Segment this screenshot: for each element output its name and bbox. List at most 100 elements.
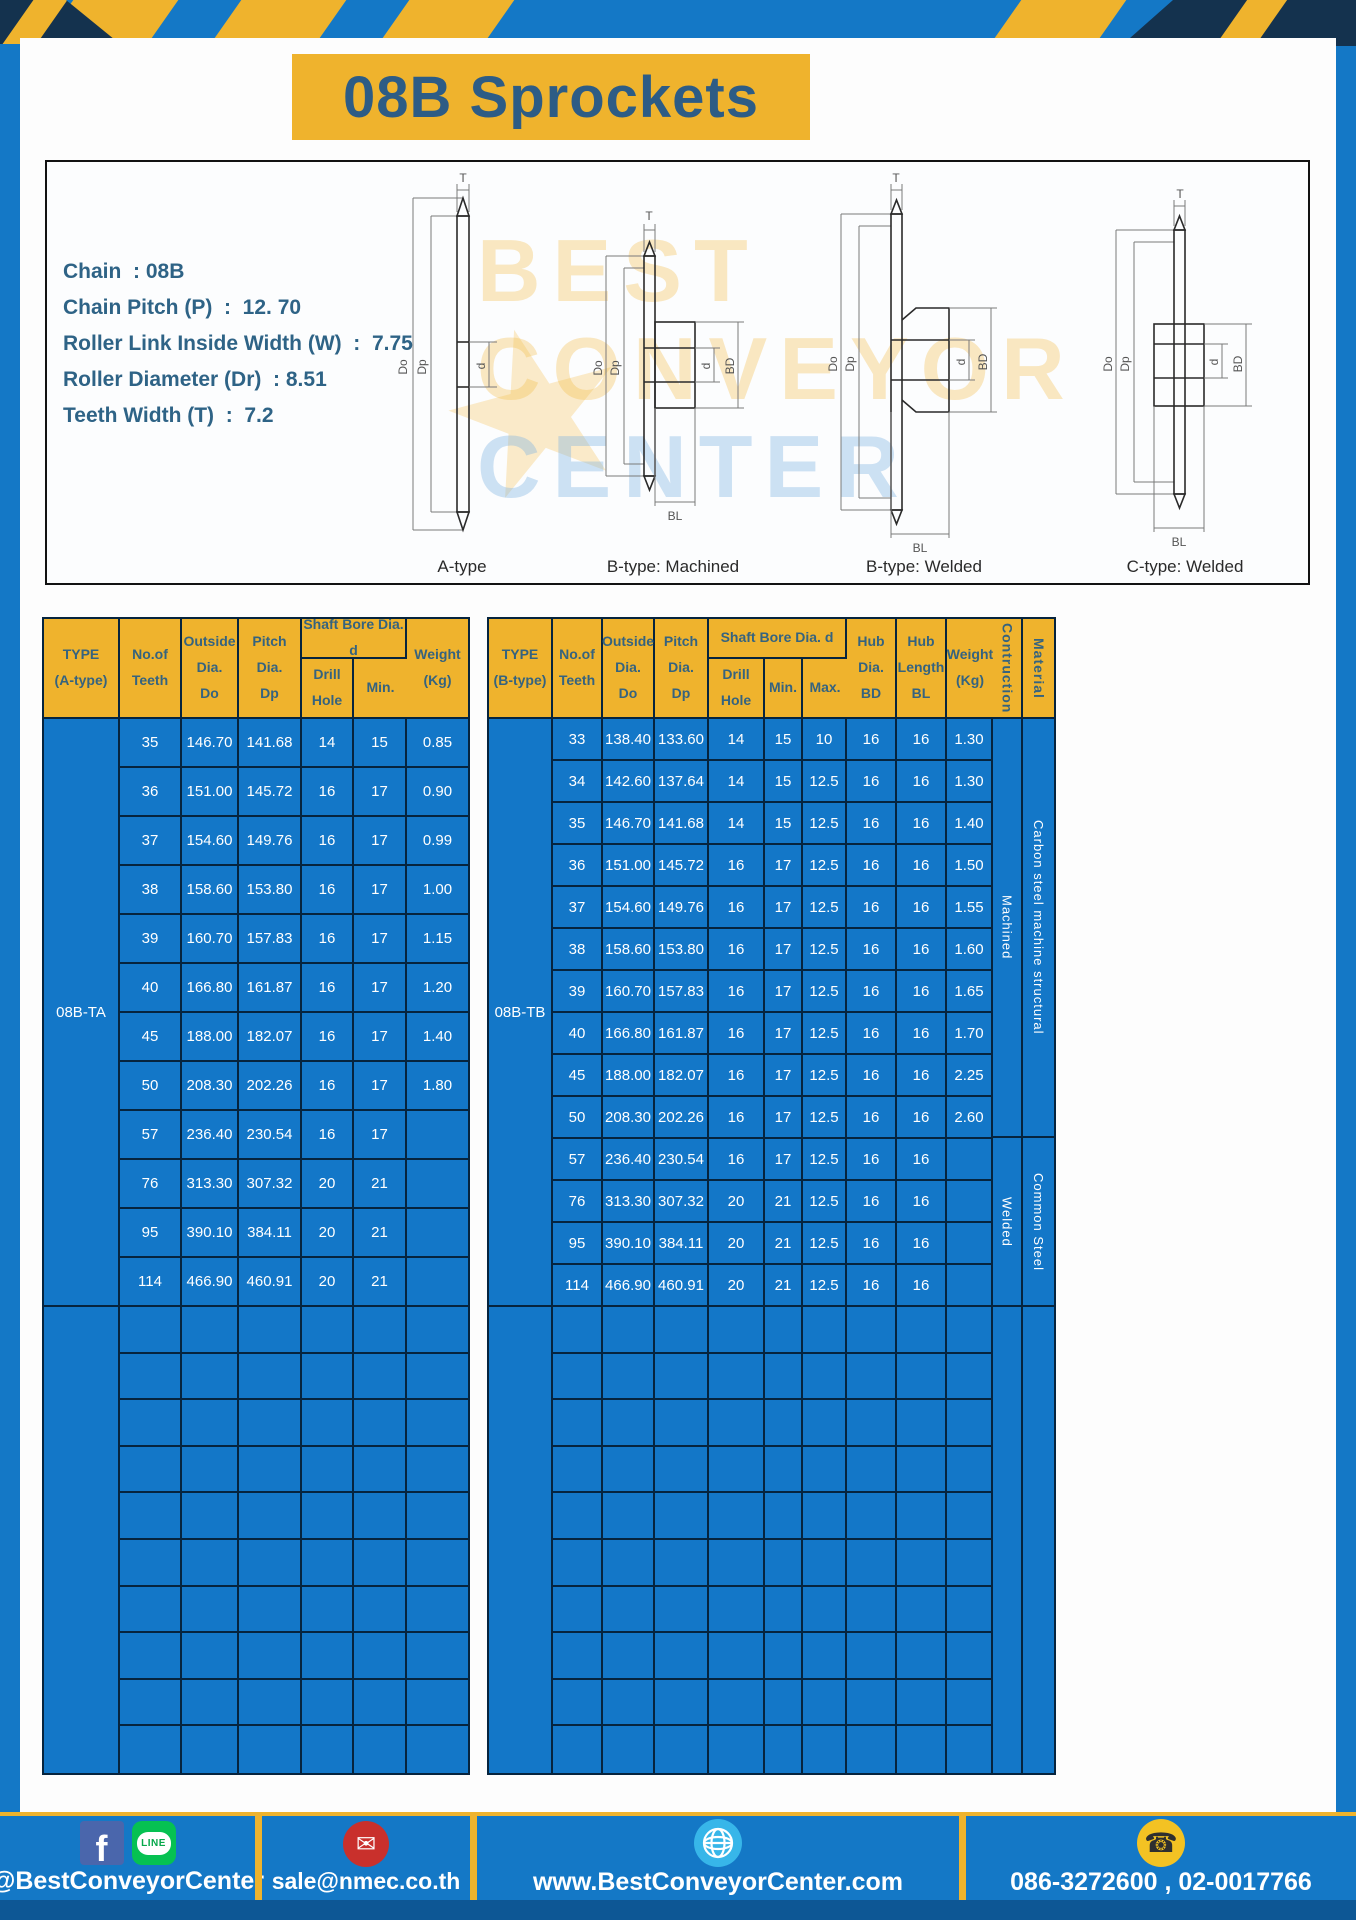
cell-max: 12.5 — [803, 845, 847, 887]
dim-label-t: T — [645, 209, 653, 223]
cell-hub-length: 16 — [897, 1013, 947, 1055]
table-row: 40 166.80 161.87 16 17 12.5 16 16 1.70 — [553, 1013, 991, 1055]
empty-type-cell — [44, 1307, 118, 1773]
cell-hub-dia: 16 — [847, 1097, 897, 1139]
column-header-teeth: No.of Teeth — [553, 619, 603, 719]
column-header-hub-length: Hub Length BL — [897, 619, 947, 719]
cell-outside-dia: 236.40 — [182, 1111, 239, 1160]
table-row: 95 390.10 384.11 20 21 12.5 16 16 — [553, 1223, 991, 1265]
cell-hub-dia: 16 — [847, 887, 897, 929]
column-header-type: TYPE (A-type) — [44, 619, 118, 719]
cell-teeth: 35 — [120, 719, 182, 768]
cell-hub-length: 16 — [897, 971, 947, 1013]
empty-table-row — [553, 1493, 991, 1540]
type-value-cell: 08B-TA — [44, 719, 118, 1307]
empty-table-row — [120, 1586, 468, 1634]
cell-hub-dia: 16 — [847, 1139, 897, 1181]
cell-drill-hole: 20 — [709, 1265, 765, 1307]
cell-drill-hole: 16 — [302, 1062, 354, 1111]
table-a-main: No.of Teeth Outside Dia. Do Pitch Dia. D… — [120, 616, 468, 1773]
cell-hub-dia: 16 — [847, 719, 897, 761]
decor-stripe — [382, 0, 515, 38]
cell-hub-dia: 16 — [847, 845, 897, 887]
cell-max: 12.5 — [803, 761, 847, 803]
cell-outside-dia: 160.70 — [182, 915, 239, 964]
cell-hub-dia: 16 — [847, 971, 897, 1013]
watermark-line: CONVEYOR — [477, 319, 1077, 418]
empty-table-row — [120, 1633, 468, 1680]
cell-min: 17 — [765, 887, 803, 929]
cell-pitch-dia: 202.26 — [239, 1062, 302, 1111]
cell-drill-hole: 16 — [302, 964, 354, 1013]
empty-table-row — [553, 1679, 991, 1727]
cell-pitch-dia: 182.07 — [655, 1055, 709, 1097]
cell-drill-hole: 14 — [302, 719, 354, 768]
cell-hub-length: 16 — [897, 1055, 947, 1097]
drawing-b-machined: T Do Dp d BD BL B-type: Machined — [568, 172, 778, 580]
cell-teeth: 38 — [553, 929, 603, 971]
cell-min: 17 — [354, 964, 407, 1013]
phone-numbers: 086-3272600 , 02-0017766 — [1010, 1868, 1312, 1896]
cell-weight: 1.60 — [947, 929, 991, 971]
dim-label-bd: BD — [723, 357, 737, 374]
column-header-drill-hole: Drill Hole — [302, 659, 354, 717]
material-column: Material Carbon steel machine structural… — [1023, 619, 1054, 1773]
cell-weight: 1.30 — [947, 719, 991, 761]
cell-teeth: 45 — [120, 1013, 182, 1062]
cell-pitch-dia: 137.64 — [655, 761, 709, 803]
shaft-bore-subheaders: Drill Hole Min. — [302, 659, 407, 717]
column-header-max: Max. — [803, 659, 847, 717]
drawing-caption: C-type: Welded — [1126, 557, 1244, 576]
cell-pitch-dia: 384.11 — [655, 1223, 709, 1265]
cell-weight: 1.15 — [407, 915, 468, 964]
cell-hub-length: 16 — [897, 845, 947, 887]
column-group-shaft-bore: Shaft Bore Dia. d Drill Hole Min. Max. — [709, 619, 847, 719]
column-header-shaft-bore: Shaft Bore Dia. d — [709, 619, 845, 659]
cell-max: 12.5 — [803, 803, 847, 845]
empty-table-row — [120, 1307, 468, 1354]
cell-teeth: 76 — [553, 1181, 603, 1223]
cell-pitch-dia: 153.80 — [239, 866, 302, 915]
dim-label-t: T — [459, 172, 467, 185]
table-b-header-row: No.of Teeth Outside Dia. Do Pitch Dia. D… — [553, 619, 993, 719]
cell-teeth: 50 — [120, 1062, 182, 1111]
empty-table-row — [120, 1400, 468, 1447]
cell-pitch-dia: 157.83 — [655, 971, 709, 1013]
dim-label-d: d — [954, 359, 968, 366]
cell-hub-dia: 16 — [847, 1223, 897, 1265]
drawing-caption: B-type: Machined — [606, 557, 740, 576]
dim-label-dp: Dp — [608, 360, 622, 376]
table-row: 33 138.40 133.60 14 15 10 16 16 1.30 — [553, 719, 991, 761]
construction-column: Contruction Machined Welded — [993, 619, 1023, 1773]
material-group-cell: Common Steel — [1023, 1138, 1054, 1307]
table-row: 57 236.40 230.54 16 17 — [120, 1111, 468, 1160]
globe-icon — [694, 1819, 742, 1867]
cell-hub-length: 16 — [897, 803, 947, 845]
cell-pitch-dia: 230.54 — [239, 1111, 302, 1160]
footer-email-section: ✉ sale@nmec.co.th — [262, 1816, 470, 1900]
cell-max: 12.5 — [803, 887, 847, 929]
cell-weight — [947, 1139, 991, 1181]
cell-min: 17 — [354, 768, 407, 817]
column-header-teeth: No.of Teeth — [120, 619, 182, 719]
cell-hub-dia: 16 — [847, 761, 897, 803]
cell-outside-dia: 151.00 — [182, 768, 239, 817]
cell-teeth: 57 — [553, 1139, 603, 1181]
cell-max: 12.5 — [803, 929, 847, 971]
cell-pitch-dia: 307.32 — [655, 1181, 709, 1223]
cell-pitch-dia: 145.72 — [655, 845, 709, 887]
table-row: 35 146.70 141.68 14 15 12.5 16 16 1.40 — [553, 803, 991, 845]
cell-teeth: 40 — [553, 1013, 603, 1055]
email-icon: ✉ — [343, 1821, 389, 1867]
cell-hub-length: 16 — [897, 1265, 947, 1307]
cell-min: 17 — [765, 1055, 803, 1097]
cell-weight: 1.40 — [947, 803, 991, 845]
cell-max: 12.5 — [803, 1013, 847, 1055]
footer-divider — [959, 1816, 966, 1900]
cell-teeth: 114 — [120, 1258, 182, 1307]
cell-drill-hole: 16 — [302, 768, 354, 817]
cell-outside-dia: 166.80 — [182, 964, 239, 1013]
column-header-type: TYPE (B-type) — [489, 619, 551, 719]
decor-stripe — [214, 0, 347, 38]
dim-label-dp: Dp — [415, 359, 429, 375]
